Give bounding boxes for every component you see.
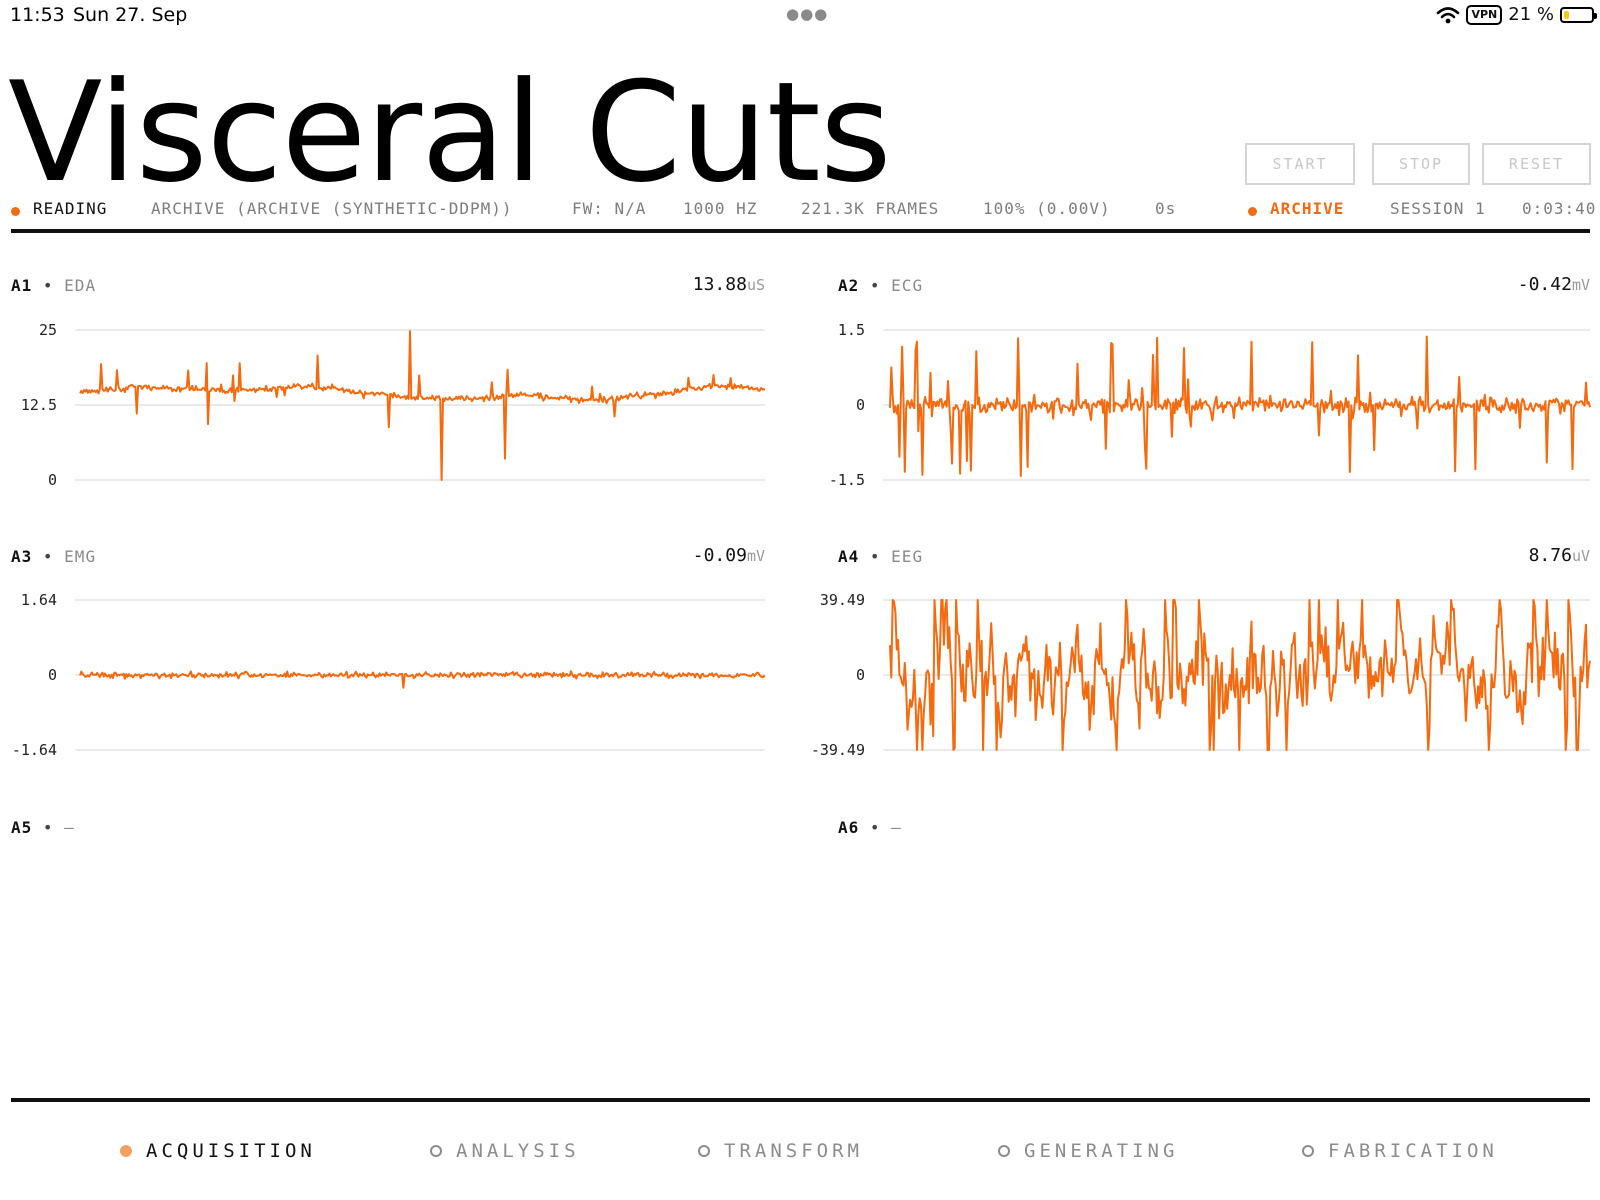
mode-label[interactable]: ARCHIVE bbox=[1270, 199, 1345, 218]
start-button[interactable]: START bbox=[1245, 143, 1355, 185]
info-bar: READING ARCHIVE (ARCHIVE (SYNTHETIC-DDPM… bbox=[0, 199, 1600, 225]
y-tick-label: -1.5 bbox=[829, 471, 865, 489]
nav-generating-label: GENERATING bbox=[1024, 1140, 1179, 1162]
channel-id: A6 bbox=[838, 818, 860, 837]
channel-id: A2 bbox=[838, 276, 860, 295]
bottom-nav: ACQUISITION ANALYSIS TRANSFORM GENERATIN… bbox=[0, 1140, 1600, 1180]
channel-a2-value: -0.42mV bbox=[1390, 274, 1590, 295]
inactive-dot-icon bbox=[1302, 1145, 1314, 1157]
channel-value: 8.76 bbox=[1528, 545, 1572, 566]
channel-name: ECG bbox=[891, 276, 924, 295]
channel-a4-label: A4 • EEG bbox=[838, 547, 924, 566]
channel-a3-plot: 1.64 0 -1.64 bbox=[12, 591, 766, 759]
footer-divider bbox=[11, 1098, 1590, 1102]
channel-name: EMG bbox=[64, 547, 97, 566]
y-tick-label: -39.49 bbox=[811, 741, 865, 759]
channel-unit: uS bbox=[746, 276, 765, 294]
battery-percent: 21 % bbox=[1508, 4, 1554, 25]
channel-id: A5 bbox=[11, 818, 33, 837]
nav-fabrication-label: FABRICATION bbox=[1328, 1140, 1498, 1162]
y-tick-label: 0 bbox=[856, 666, 865, 684]
active-dot-icon bbox=[120, 1145, 132, 1157]
channel-a2-plot: 1.5 0 -1.5 bbox=[829, 321, 1591, 489]
multitasking-dots-icon[interactable]: ●●● bbox=[786, 5, 829, 23]
y-tick-label: 1.5 bbox=[838, 321, 865, 339]
y-tick-label: 0 bbox=[48, 666, 57, 684]
channel-value: 13.88 bbox=[692, 274, 747, 295]
nav-acquisition[interactable]: ACQUISITION bbox=[120, 1140, 316, 1162]
y-tick-label: 25 bbox=[39, 321, 57, 339]
status-date: Sun 27. Sep bbox=[73, 4, 188, 26]
inactive-dot-icon bbox=[430, 1145, 442, 1157]
nav-acquisition-label: ACQUISITION bbox=[146, 1140, 316, 1162]
session-label[interactable]: SESSION 1 bbox=[1390, 199, 1486, 218]
y-tick-label: 1.64 bbox=[21, 591, 57, 609]
source-label: ARCHIVE (ARCHIVE (SYNTHETIC-DDPM)) bbox=[151, 199, 513, 218]
reset-button[interactable]: RESET bbox=[1482, 143, 1591, 185]
y-tick-label: 0 bbox=[856, 396, 865, 414]
frame-count-label: 221.3K FRAMES bbox=[801, 199, 940, 218]
channel-a4-plot: 39.49 0 -39.49 bbox=[811, 591, 1591, 759]
app-title: Visceral Cuts bbox=[8, 52, 892, 213]
channel-value: -0.09 bbox=[692, 545, 747, 566]
stop-button[interactable]: STOP bbox=[1372, 143, 1470, 185]
channel-id: A4 bbox=[838, 547, 860, 566]
channel-a1-plot: 25 12.5 0 bbox=[21, 321, 766, 489]
channel-a2-label: A2 • ECG bbox=[838, 276, 924, 295]
battery-icon bbox=[1560, 6, 1597, 23]
channel-name: — bbox=[64, 818, 75, 837]
channel-a1-value: 13.88uS bbox=[560, 274, 765, 295]
channel-a1-label: A1 • EDA bbox=[11, 276, 97, 295]
status-bar: 11:53 Sun 27. Sep ●●● VPN 21 % bbox=[0, 0, 1600, 34]
channel-a3-value: -0.09mV bbox=[560, 545, 765, 566]
status-indicators: VPN 21 % bbox=[1436, 4, 1597, 25]
channel-unit: uV bbox=[1571, 547, 1590, 565]
inactive-dot-icon bbox=[698, 1145, 710, 1157]
channel-a3-label: A3 • EMG bbox=[11, 547, 97, 566]
y-tick-label: 39.49 bbox=[820, 591, 865, 609]
signal-trace bbox=[79, 330, 766, 481]
archive-indicator-dot bbox=[1248, 207, 1257, 216]
wifi-icon bbox=[1437, 6, 1460, 23]
channel-name: EDA bbox=[64, 276, 97, 295]
session-clock: 0:03:40 bbox=[1522, 199, 1597, 218]
nav-transform[interactable]: TRANSFORM bbox=[698, 1140, 863, 1162]
channel-id: A1 bbox=[11, 276, 33, 295]
channel-a6-label: A6 • — bbox=[838, 818, 902, 837]
channel-id: A3 bbox=[11, 547, 33, 566]
inactive-dot-icon bbox=[998, 1145, 1010, 1157]
nav-generating[interactable]: GENERATING bbox=[998, 1140, 1178, 1162]
channel-value: -0.42 bbox=[1517, 274, 1572, 295]
signal-trace bbox=[79, 670, 766, 689]
signal-trace bbox=[889, 599, 1591, 751]
channel-name: — bbox=[891, 818, 902, 837]
firmware-label: FW: N/A bbox=[572, 199, 647, 218]
channel-unit: mV bbox=[746, 547, 765, 565]
battery-level bbox=[1564, 10, 1569, 19]
channel-a4-value: 8.76uV bbox=[1390, 545, 1590, 566]
y-tick-label: 0 bbox=[48, 471, 57, 489]
reading-indicator-dot bbox=[11, 207, 20, 216]
elapsed-label: 0s bbox=[1155, 199, 1177, 218]
nav-analysis[interactable]: ANALYSIS bbox=[430, 1140, 580, 1162]
vpn-badge: VPN bbox=[1466, 4, 1503, 25]
status-time: 11:53 bbox=[10, 4, 65, 26]
battery-voltage-label: 100% (0.00V) bbox=[983, 199, 1111, 218]
channel-a5-label: A5 • — bbox=[11, 818, 75, 837]
nav-fabrication[interactable]: FABRICATION bbox=[1302, 1140, 1498, 1162]
channel-name: EEG bbox=[891, 547, 924, 566]
sample-rate-label: 1000 HZ bbox=[683, 199, 758, 218]
y-tick-label: 12.5 bbox=[21, 396, 57, 414]
channel-unit: mV bbox=[1571, 276, 1590, 294]
nav-analysis-label: ANALYSIS bbox=[456, 1140, 580, 1162]
y-tick-label: -1.64 bbox=[12, 741, 57, 759]
nav-transform-label: TRANSFORM bbox=[724, 1140, 863, 1162]
state-label: READING bbox=[33, 199, 108, 218]
header-divider bbox=[11, 229, 1590, 233]
signal-trace bbox=[889, 335, 1591, 477]
